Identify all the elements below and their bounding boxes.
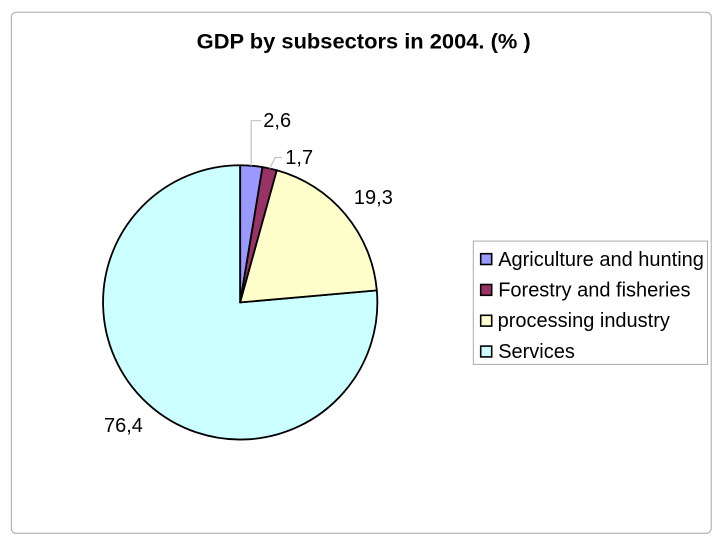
svg-text:19,3: 19,3: [354, 187, 393, 209]
svg-text:Services: Services: [498, 341, 575, 363]
svg-text:Forestry and fisheries: Forestry and fisheries: [498, 280, 690, 302]
svg-text:2,6: 2,6: [263, 110, 291, 132]
svg-text:GDP by subsectors in 2004. (%: GDP by subsectors in 2004. (% ): [197, 31, 531, 54]
svg-text:Agriculture and hunting: Agriculture and hunting: [498, 249, 704, 271]
svg-text:processing industry: processing industry: [498, 310, 670, 332]
svg-text:1,7: 1,7: [285, 147, 313, 169]
svg-text:76,4: 76,4: [104, 415, 143, 437]
